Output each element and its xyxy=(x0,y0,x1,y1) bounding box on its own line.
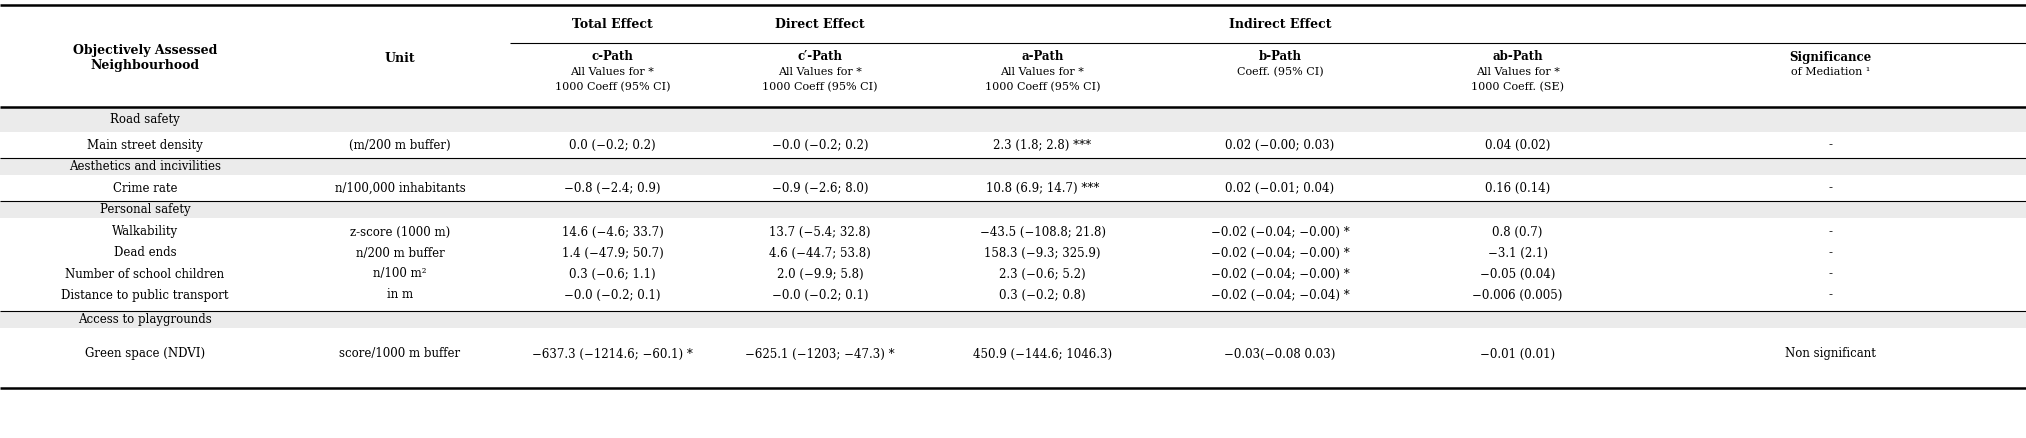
Text: 2.3 (1.8; 2.8) ***: 2.3 (1.8; 2.8) *** xyxy=(993,138,1092,152)
Text: Main street density: Main street density xyxy=(87,138,203,152)
Text: Total Effect: Total Effect xyxy=(571,18,652,31)
Text: −637.3 (−1214.6; −60.1) *: −637.3 (−1214.6; −60.1) * xyxy=(533,347,693,360)
Text: 1000 Coeff (95% CI): 1000 Coeff (95% CI) xyxy=(985,82,1100,92)
Text: Access to playgrounds: Access to playgrounds xyxy=(79,312,213,325)
Text: -: - xyxy=(1829,181,1832,194)
Text: −43.5 (−108.8; 21.8): −43.5 (−108.8; 21.8) xyxy=(979,226,1106,239)
Text: 10.8 (6.9; 14.7) ***: 10.8 (6.9; 14.7) *** xyxy=(987,181,1100,194)
Bar xyxy=(0,311,2026,328)
Text: −625.1 (−1203; −47.3) *: −625.1 (−1203; −47.3) * xyxy=(746,347,895,360)
Text: z-score (1000 m): z-score (1000 m) xyxy=(350,226,450,239)
Text: score/1000 m buffer: score/1000 m buffer xyxy=(340,347,460,360)
Text: b-Path: b-Path xyxy=(1258,50,1301,64)
Text: −0.03(−0.08 0.03): −0.03(−0.08 0.03) xyxy=(1224,347,1335,360)
Bar xyxy=(0,201,2026,218)
Text: 4.6 (−44.7; 53.8): 4.6 (−44.7; 53.8) xyxy=(770,247,871,259)
Text: 450.9 (−144.6; 1046.3): 450.9 (−144.6; 1046.3) xyxy=(972,347,1112,360)
Text: n/100 m²: n/100 m² xyxy=(373,268,427,280)
Text: Direct Effect: Direct Effect xyxy=(776,18,865,31)
Text: 1000 Coeff (95% CI): 1000 Coeff (95% CI) xyxy=(555,82,671,92)
Text: Crime rate: Crime rate xyxy=(113,181,176,194)
Text: c′-Path: c′-Path xyxy=(798,50,843,64)
Text: 2.0 (−9.9; 5.8): 2.0 (−9.9; 5.8) xyxy=(776,268,863,280)
Text: n/100,000 inhabitants: n/100,000 inhabitants xyxy=(334,181,466,194)
Text: n/200 m buffer: n/200 m buffer xyxy=(357,247,444,259)
Bar xyxy=(0,107,2026,132)
Text: 0.3 (−0.2; 0.8): 0.3 (−0.2; 0.8) xyxy=(999,289,1086,301)
Bar xyxy=(0,158,2026,175)
Text: All Values for *: All Values for * xyxy=(778,67,861,77)
Text: Unit: Unit xyxy=(385,52,415,64)
Text: -: - xyxy=(1829,226,1832,239)
Text: 0.04 (0.02): 0.04 (0.02) xyxy=(1485,138,1550,152)
Text: 1000 Coeff. (SE): 1000 Coeff. (SE) xyxy=(1471,82,1564,92)
Text: Green space (NDVI): Green space (NDVI) xyxy=(85,347,205,360)
Text: 0.02 (−0.01; 0.04): 0.02 (−0.01; 0.04) xyxy=(1226,181,1335,194)
Text: Walkability: Walkability xyxy=(111,226,178,239)
Text: -: - xyxy=(1829,268,1832,280)
Text: Indirect Effect: Indirect Effect xyxy=(1228,18,1331,31)
Text: Dead ends: Dead ends xyxy=(113,247,176,259)
Text: −0.01 (0.01): −0.01 (0.01) xyxy=(1479,347,1556,360)
Text: All Values for *: All Values for * xyxy=(1475,67,1560,77)
Text: -: - xyxy=(1829,289,1832,301)
Text: 0.02 (−0.00; 0.03): 0.02 (−0.00; 0.03) xyxy=(1226,138,1335,152)
Text: ab-Path: ab-Path xyxy=(1493,50,1544,64)
Text: -: - xyxy=(1829,247,1832,259)
Text: a-Path: a-Path xyxy=(1021,50,1064,64)
Text: −0.02 (−0.04; −0.00) *: −0.02 (−0.04; −0.00) * xyxy=(1212,268,1349,280)
Text: 0.8 (0.7): 0.8 (0.7) xyxy=(1493,226,1542,239)
Text: −3.1 (2.1): −3.1 (2.1) xyxy=(1487,247,1548,259)
Text: in m: in m xyxy=(387,289,413,301)
Text: of Mediation ¹: of Mediation ¹ xyxy=(1791,67,1870,77)
Text: −0.02 (−0.04; −0.00) *: −0.02 (−0.04; −0.00) * xyxy=(1212,247,1349,259)
Text: −0.8 (−2.4; 0.9): −0.8 (−2.4; 0.9) xyxy=(565,181,660,194)
Text: 13.7 (−5.4; 32.8): 13.7 (−5.4; 32.8) xyxy=(770,226,871,239)
Text: -: - xyxy=(1829,138,1832,152)
Text: 0.16 (0.14): 0.16 (0.14) xyxy=(1485,181,1550,194)
Text: Personal safety: Personal safety xyxy=(99,202,190,215)
Text: Significance: Significance xyxy=(1789,50,1872,64)
Text: 0.3 (−0.6; 1.1): 0.3 (−0.6; 1.1) xyxy=(569,268,656,280)
Text: −0.02 (−0.04; −0.04) *: −0.02 (−0.04; −0.04) * xyxy=(1212,289,1349,301)
Text: c-Path: c-Path xyxy=(592,50,634,64)
Text: All Values for *: All Values for * xyxy=(571,67,654,77)
Text: 14.6 (−4.6; 33.7): 14.6 (−4.6; 33.7) xyxy=(561,226,663,239)
Text: Objectively Assessed
Neighbourhood: Objectively Assessed Neighbourhood xyxy=(73,44,217,72)
Text: Number of school children: Number of school children xyxy=(65,268,225,280)
Text: All Values for *: All Values for * xyxy=(1001,67,1084,77)
Text: −0.0 (−0.2; 0.1): −0.0 (−0.2; 0.1) xyxy=(565,289,660,301)
Text: Non significant: Non significant xyxy=(1785,347,1876,360)
Text: Coeff. (95% CI): Coeff. (95% CI) xyxy=(1236,67,1323,77)
Text: −0.02 (−0.04; −0.00) *: −0.02 (−0.04; −0.00) * xyxy=(1212,226,1349,239)
Text: −0.05 (0.04): −0.05 (0.04) xyxy=(1479,268,1556,280)
Text: 0.0 (−0.2; 0.2): 0.0 (−0.2; 0.2) xyxy=(569,138,656,152)
Text: −0.0 (−0.2; 0.2): −0.0 (−0.2; 0.2) xyxy=(772,138,869,152)
Text: −0.0 (−0.2; 0.1): −0.0 (−0.2; 0.1) xyxy=(772,289,869,301)
Text: −0.9 (−2.6; 8.0): −0.9 (−2.6; 8.0) xyxy=(772,181,869,194)
Text: 158.3 (−9.3; 325.9): 158.3 (−9.3; 325.9) xyxy=(985,247,1100,259)
Text: Road safety: Road safety xyxy=(109,113,180,126)
Text: Aesthetics and incivilities: Aesthetics and incivilities xyxy=(69,159,221,173)
Text: 1000 Coeff (95% CI): 1000 Coeff (95% CI) xyxy=(762,82,877,92)
Text: 2.3 (−0.6; 5.2): 2.3 (−0.6; 5.2) xyxy=(999,268,1086,280)
Text: 1.4 (−47.9; 50.7): 1.4 (−47.9; 50.7) xyxy=(561,247,663,259)
Text: −0.006 (0.005): −0.006 (0.005) xyxy=(1473,289,1562,301)
Text: Distance to public transport: Distance to public transport xyxy=(61,289,229,301)
Text: (m/200 m buffer): (m/200 m buffer) xyxy=(348,138,452,152)
